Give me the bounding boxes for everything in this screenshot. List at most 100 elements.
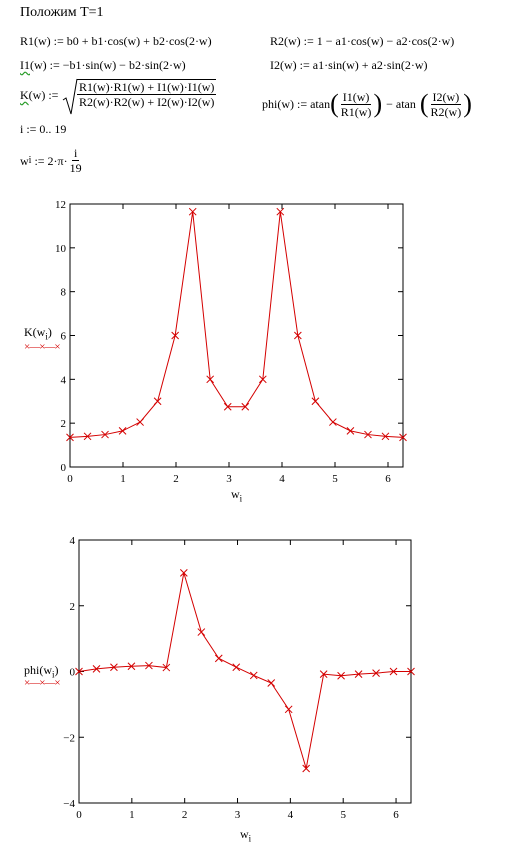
- data-point: [293, 331, 302, 340]
- phi-num-1: I1(w): [340, 89, 372, 105]
- sqrt-body: R1(w)·R1(w) + I1(w)·I1(w) R2(w)·R2(w) + …: [77, 79, 217, 109]
- data-point-stroke: [399, 433, 407, 442]
- chart-phi[interactable]: 0 1 2 3 4 5 6 −4 −2 0 2 4: [0, 528, 514, 828]
- data-point-stroke: [118, 426, 127, 435]
- chart-k-xlabel-sub: i: [239, 493, 243, 504]
- data-point: [66, 433, 74, 442]
- y-tick-label: 4: [61, 374, 67, 386]
- data-point-stroke: [241, 402, 250, 411]
- data-point: [197, 628, 206, 636]
- data-point: [249, 671, 258, 680]
- y-tick-label: 0: [61, 462, 67, 474]
- data-point: [389, 667, 398, 676]
- x-tick-label: 2: [182, 809, 188, 821]
- chart-phi-ylabel-text: phi(w: [24, 663, 52, 677]
- data-point: [354, 670, 363, 678]
- y-tick-label: 10: [55, 243, 67, 255]
- y-tick-label: −2: [63, 732, 75, 744]
- w-den: 19: [69, 161, 82, 175]
- y-tick-label: 12: [55, 199, 66, 211]
- chart-k-xlabel: wi: [231, 487, 242, 503]
- data-point: [302, 764, 311, 773]
- data-point: [232, 663, 241, 672]
- y-tick-label: 4: [70, 535, 76, 547]
- data-point-stroke: [276, 207, 285, 216]
- x-tick-label: 1: [120, 473, 126, 485]
- chart-phi-ylabel: phi(wi): [24, 663, 59, 679]
- data-point-stroke: [381, 432, 390, 441]
- x-tick-label: 3: [235, 809, 241, 821]
- data-point-stroke: [101, 430, 109, 439]
- data-point: [171, 331, 180, 340]
- data-point: [364, 430, 372, 439]
- data-point: [337, 671, 345, 680]
- chart-phi-xlabel-text: w: [240, 827, 249, 841]
- data-point: [284, 705, 293, 714]
- data-point: [381, 432, 390, 441]
- x-tick-label: 5: [340, 809, 346, 821]
- x-tick-label: 1: [129, 809, 135, 821]
- data-point: [188, 207, 197, 216]
- data-point: [127, 662, 136, 671]
- data-point: [346, 426, 355, 435]
- paren-close-2: ): [463, 89, 472, 118]
- data-point: [214, 654, 223, 663]
- y-tick-label: 0: [70, 667, 76, 679]
- x-tick-label: 5: [332, 473, 338, 485]
- k-numerator: R1(w)·R1(w) + I1(w)·I1(w): [77, 80, 217, 95]
- data-point: [407, 667, 415, 676]
- plot-frame: [69, 203, 404, 468]
- data-point: [223, 402, 232, 411]
- k-fraction: R1(w)·R1(w) + I1(w)·I1(w) R2(w)·R2(w) + …: [77, 80, 217, 109]
- chart-phi-xlabel-sub: i: [248, 833, 252, 844]
- data-point-stroke: [153, 397, 162, 406]
- paren-open-2: (: [419, 89, 429, 118]
- eq-i2[interactable]: I2(w) := a1·sin(w) + a2·sin(2·w): [270, 58, 428, 72]
- phi-frac-1: I1(w) R1(w): [339, 90, 374, 119]
- phi-num-2: I2(w): [430, 89, 462, 105]
- w-lhs: w: [20, 153, 29, 168]
- heading: Положим T=1: [20, 5, 104, 20]
- data-point-stroke: [223, 402, 232, 411]
- sqrt-sign: [62, 78, 78, 115]
- paren-open-1: (: [330, 89, 339, 118]
- data-point-stroke: [311, 397, 320, 406]
- eq-phi[interactable]: phi(w) := atan ( I1(w) R1(w) ) − atan ( …: [262, 84, 472, 124]
- i1-rest: (w) := −b1·sin(w) − b2·sin(2·w): [30, 58, 186, 72]
- eq-k-lhs[interactable]: K(w) :=: [20, 88, 58, 102]
- x-tick-label: 6: [385, 473, 391, 485]
- data-point-stroke: [66, 433, 74, 442]
- data-point-stroke: [232, 663, 241, 672]
- paren-close-1: ): [373, 89, 383, 118]
- data-point-stroke: [329, 418, 337, 426]
- data-point: [241, 402, 250, 411]
- k-denominator: R2(w)·R2(w) + I2(w)·I2(w): [79, 95, 215, 109]
- chart-k-ylabel-sub: i: [45, 331, 48, 342]
- data-point: [118, 426, 127, 435]
- data-point: [153, 397, 162, 406]
- eq-r2[interactable]: R2(w) := 1 − a1·cos(w) − a2·cos(2·w): [270, 34, 455, 48]
- data-point-stroke: [319, 670, 328, 678]
- data-point-stroke: [136, 418, 144, 426]
- chart-k-ylabel-text: K(w: [24, 325, 46, 339]
- data-point-stroke: [83, 432, 92, 441]
- data-point: [162, 663, 171, 672]
- y-tick-label: −4: [63, 798, 75, 810]
- phi-frac-2: I2(w) R2(w): [429, 90, 464, 119]
- eq-range[interactable]: i := 0.. 19: [20, 122, 67, 136]
- data-point: [136, 418, 144, 426]
- eq-i1[interactable]: I1(w) := −b1·sin(w) − b2·sin(2·w): [20, 58, 186, 72]
- chart-k-xlabel-text: w: [231, 487, 240, 501]
- data-point-stroke: [171, 331, 180, 340]
- eq-r1[interactable]: R1(w) := b0 + b1·cos(w) + b2·cos(2·w): [20, 34, 212, 48]
- phi-den-2: R2(w): [430, 104, 462, 119]
- data-point: [276, 207, 285, 216]
- data-point-stroke: [293, 331, 302, 340]
- data-point: [101, 430, 109, 439]
- data-point-stroke: [364, 430, 372, 439]
- data-point-stroke: [302, 764, 311, 773]
- y-tick-label: 2: [70, 601, 76, 613]
- w-frac: i 19: [68, 146, 84, 175]
